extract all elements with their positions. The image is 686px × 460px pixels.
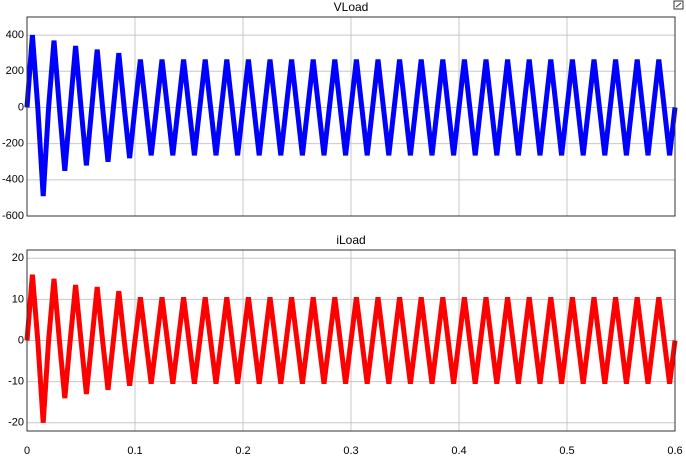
y-tick-label: -10 xyxy=(8,376,24,388)
y-tick-label: -600 xyxy=(2,210,24,222)
x-tick-label: 0.2 xyxy=(235,445,250,457)
y-tick-label: 0 xyxy=(18,101,24,113)
y-tick-label: 20 xyxy=(12,252,24,264)
x-tick-label: 0.1 xyxy=(127,445,142,457)
x-tick-label: 0.6 xyxy=(667,445,682,457)
undock-icon[interactable] xyxy=(673,0,684,10)
y-tick-label: 200 xyxy=(6,65,24,77)
series-line xyxy=(24,274,678,423)
y-tick-label: -400 xyxy=(2,174,24,186)
chart-title: VLoad xyxy=(334,0,369,14)
y-tick-label: 400 xyxy=(6,29,24,41)
y-tick-label: -200 xyxy=(2,138,24,150)
chart-title: iLoad xyxy=(336,233,365,247)
plot-border xyxy=(26,16,676,217)
x-tick-label: 0.5 xyxy=(559,445,574,457)
series-line xyxy=(24,34,678,197)
y-tick-label: 0 xyxy=(18,334,24,346)
x-tick-label: 0 xyxy=(24,445,30,457)
y-tick-label: -20 xyxy=(8,417,24,429)
x-tick-label: 0.3 xyxy=(343,445,358,457)
plot-border xyxy=(26,249,676,432)
x-tick-label: 0.4 xyxy=(451,445,466,457)
y-tick-label: 10 xyxy=(12,293,24,305)
